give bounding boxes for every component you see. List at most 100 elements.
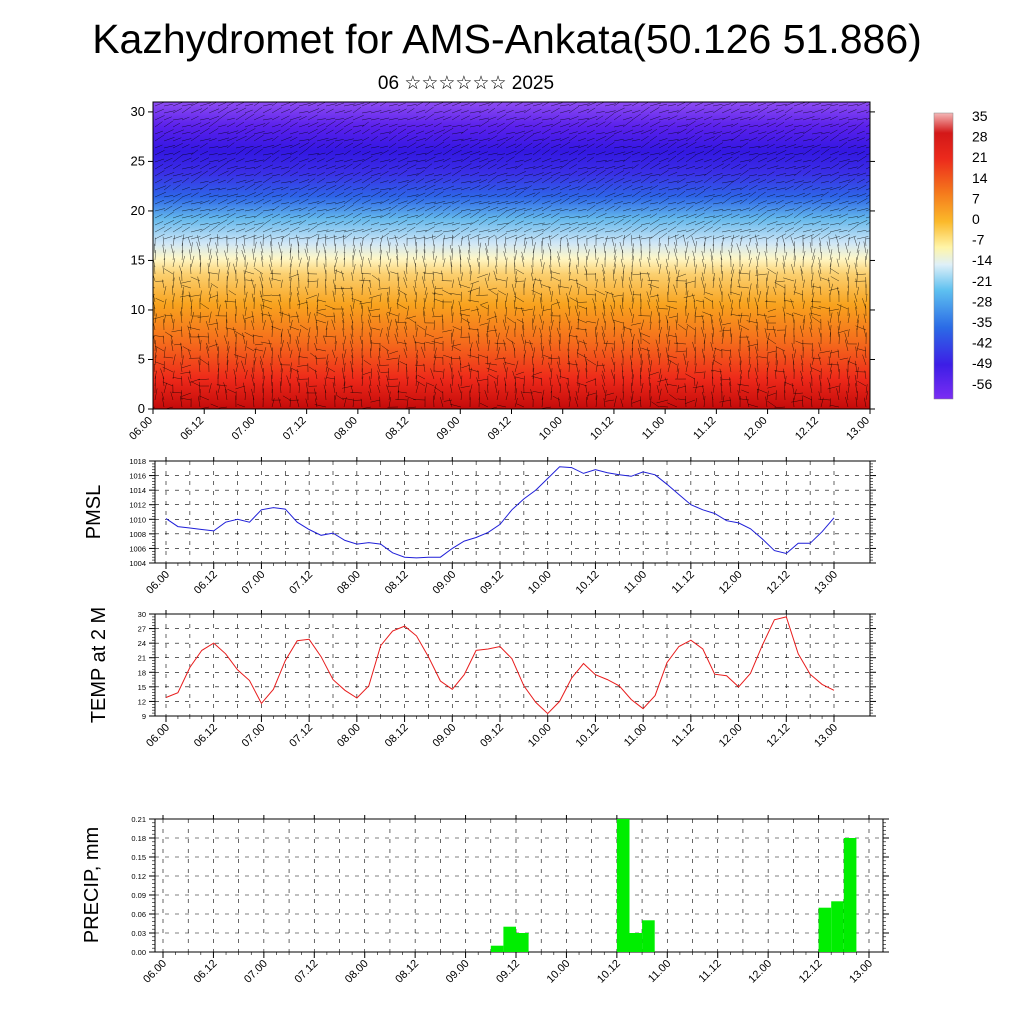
wind-barb — [280, 120, 292, 128]
wind-barb — [820, 103, 833, 107]
wind-barb — [325, 171, 336, 177]
wind-barb — [748, 213, 759, 219]
wind-barb — [541, 102, 550, 107]
wind-barb — [595, 279, 598, 289]
wind-barb — [829, 129, 838, 135]
wind-barb — [675, 319, 678, 331]
wind-barb — [856, 178, 865, 184]
wind-barb — [343, 110, 352, 114]
wind-barb — [478, 242, 482, 254]
wind-barb — [485, 248, 489, 261]
wind-barb — [592, 298, 597, 310]
wind-barb — [703, 396, 706, 408]
x-tick-label: 08.12 — [383, 722, 411, 750]
wind-barb — [745, 395, 750, 408]
wind-barb — [693, 377, 696, 387]
wind-barb — [855, 346, 858, 359]
wind-barb — [658, 243, 661, 254]
wind-barb — [862, 354, 867, 366]
wind-barb — [350, 286, 354, 296]
wind-barb — [784, 221, 795, 226]
wind-barb — [207, 243, 210, 254]
wind-barb — [287, 341, 291, 352]
wind-barb — [380, 371, 390, 373]
wind-barb — [802, 395, 813, 401]
wind-barb — [389, 350, 399, 355]
wind-barb — [639, 258, 642, 268]
wind-barb — [478, 236, 489, 240]
wind-barb — [766, 353, 769, 366]
wind-barb — [730, 214, 740, 219]
wind-barb — [757, 314, 768, 317]
wind-barb — [631, 185, 644, 191]
wind-barb — [379, 131, 391, 135]
wind-barb — [748, 257, 752, 268]
wind-barb — [656, 258, 660, 268]
wind-barb — [830, 404, 840, 408]
wind-barb — [370, 123, 381, 128]
wind-barb — [577, 156, 587, 163]
wind-barb — [613, 263, 617, 275]
wind-barb — [523, 129, 534, 135]
wind-barb — [505, 121, 515, 128]
wind-barb — [217, 179, 226, 184]
wind-barb — [595, 111, 605, 114]
wind-barb — [730, 177, 740, 184]
heatmap-x-tick-label: 09.00 — [434, 415, 462, 443]
wind-barb — [316, 221, 327, 226]
wind-barb — [756, 318, 759, 331]
wind-barb — [397, 124, 407, 128]
wind-barb — [865, 390, 869, 401]
wind-barb — [649, 218, 660, 226]
wind-barb — [190, 311, 195, 324]
wind-barb — [298, 206, 308, 212]
wind-barb — [604, 110, 616, 114]
wind-barb — [469, 208, 481, 212]
wind-barb — [558, 397, 561, 408]
wind-barb — [559, 222, 570, 226]
wind-barb — [522, 325, 525, 338]
wind-barb — [704, 296, 714, 303]
wind-barb — [298, 164, 306, 170]
wind-barb — [181, 186, 191, 191]
wind-barb — [403, 348, 408, 359]
wind-barb — [577, 171, 589, 177]
wind-barb — [766, 268, 777, 275]
wind-barb — [170, 313, 174, 324]
wind-barb — [658, 319, 661, 331]
wind-barb — [253, 134, 264, 142]
wind-barb — [586, 157, 594, 163]
wind-barb — [462, 318, 471, 324]
wind-barb — [379, 228, 388, 233]
wind-barb — [209, 294, 219, 299]
wind-barb — [496, 179, 508, 184]
wind-barb — [721, 230, 731, 233]
wind-barb — [424, 145, 434, 149]
wind-barb — [460, 236, 463, 247]
wind-barb — [378, 356, 381, 366]
wind-barb — [802, 170, 811, 177]
wind-barb — [523, 185, 532, 191]
wind-barb — [523, 208, 532, 212]
wind-barb — [280, 115, 290, 121]
wind-barb — [352, 264, 356, 275]
wind-barb — [811, 215, 822, 219]
wind-barb — [226, 257, 229, 268]
wind-barb — [361, 368, 363, 380]
wind-barb — [262, 234, 271, 240]
wind-barb — [289, 163, 299, 170]
wind-barb — [224, 301, 237, 303]
wind-barb — [217, 205, 228, 212]
wind-barb — [720, 265, 723, 275]
wind-barb — [820, 223, 830, 226]
wind-barb — [712, 235, 724, 240]
wind-barb — [683, 353, 687, 366]
wind-barb — [415, 367, 417, 380]
wind-barb — [478, 129, 487, 135]
wind-barb — [820, 251, 822, 261]
wind-barb — [262, 347, 267, 359]
wind-barb — [640, 186, 653, 191]
wind-barb — [368, 294, 381, 299]
wind-barb — [685, 154, 696, 163]
wind-barb — [460, 227, 470, 233]
